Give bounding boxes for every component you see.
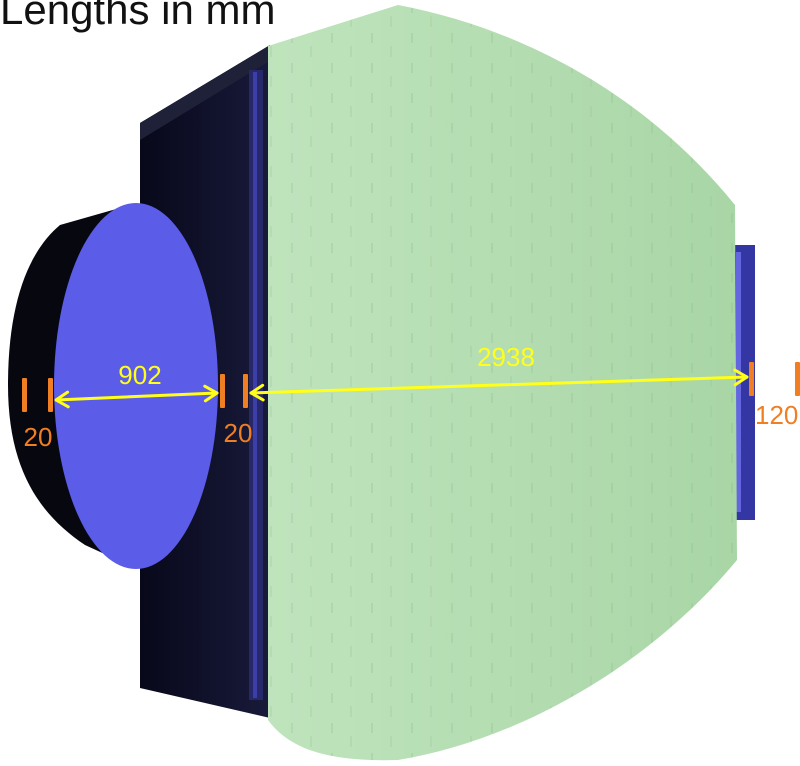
- arrow-head-start: [54, 390, 70, 409]
- arrow-shaft: [54, 391, 219, 402]
- front-plate-marker-left: [22, 378, 27, 412]
- main-length-label: 2938: [477, 342, 535, 372]
- diagram-title: Lengths in mm: [0, 0, 276, 33]
- front-depth-label: 902: [118, 360, 161, 390]
- main-length-arrow: [249, 368, 749, 402]
- middle-plate-marker-right: [243, 374, 248, 408]
- front-depth-arrow: [54, 384, 219, 409]
- front-blue-face: [54, 203, 218, 569]
- arrow-head-end: [733, 368, 749, 387]
- back-plate-marker-right: [795, 362, 800, 396]
- arrow-shaft: [249, 375, 749, 395]
- arrow-head-end: [203, 384, 219, 403]
- front-plate-thickness-label: 20: [24, 422, 53, 452]
- dark-tank-top-edge: [140, 45, 270, 140]
- front-plate-marker-right: [48, 378, 53, 412]
- middle-plate-thickness-label: 20: [224, 418, 253, 448]
- middle-plate-marker-left: [220, 374, 225, 408]
- back-plate-thickness-label: 120: [755, 400, 798, 430]
- arrow-head-start: [249, 383, 265, 402]
- back-plate-marker-left: [749, 362, 754, 396]
